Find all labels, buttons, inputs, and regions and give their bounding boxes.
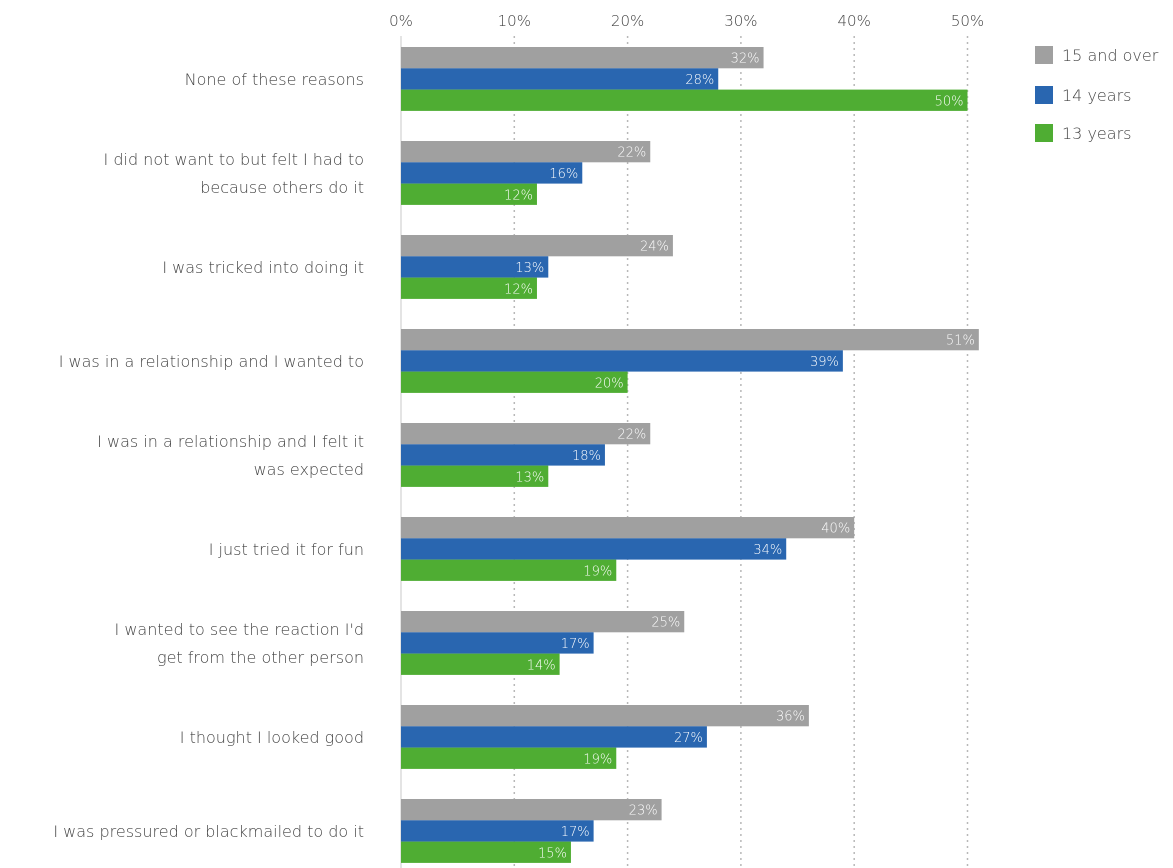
bar-value-label: 27% (674, 731, 703, 746)
bar-value-label: 12% (504, 188, 533, 203)
bar (401, 444, 605, 466)
bar-value-label: 14% (527, 658, 556, 673)
bar (401, 89, 968, 111)
x-tick-label: 40% (838, 12, 871, 30)
bar (401, 538, 787, 560)
category-label: I thought I looked good (180, 728, 364, 747)
x-axis: 0% 10% 20% 30% 40% 50% (389, 12, 984, 30)
bars: 32% 28% 50% 22% 16% 12% 24% 13% 12% 51% 39% 20% 22% 1… (401, 47, 979, 863)
bar-value-label: 13% (515, 470, 544, 485)
bar (401, 726, 707, 748)
bar (401, 517, 855, 539)
bar-value-label: 23% (629, 804, 658, 819)
bar (401, 423, 651, 445)
bar-value-label: 32% (731, 52, 760, 67)
bar-value-label: 19% (583, 752, 612, 767)
bar (401, 256, 549, 278)
bar (401, 141, 651, 163)
x-tick-label: 20% (611, 12, 644, 30)
bar-value-label: 17% (561, 825, 590, 840)
bar-value-label: 20% (595, 376, 624, 391)
bar-value-label: 16% (549, 167, 578, 182)
bar (401, 47, 764, 69)
bar (401, 350, 843, 372)
bar (401, 329, 979, 351)
bar-value-label: 34% (753, 543, 782, 558)
bar-value-label: 40% (821, 522, 850, 537)
category-label: I just tried it for fun (209, 540, 364, 559)
bar-value-label: 39% (810, 355, 839, 370)
bar (401, 799, 662, 821)
bar-value-label: 12% (504, 282, 533, 297)
bar (401, 371, 628, 393)
bar-value-label: 19% (583, 564, 612, 579)
bar (401, 465, 549, 487)
x-tick-label: 10% (498, 12, 531, 30)
bar (401, 162, 583, 184)
bar-value-label: 18% (572, 449, 601, 464)
bar-value-label: 24% (640, 240, 669, 255)
legend-label: 15 and over (1062, 46, 1159, 65)
category-label: I was in a relationship and I wanted to (59, 352, 364, 371)
bar (401, 653, 560, 675)
bar-value-label: 15% (538, 846, 567, 861)
x-tick-label: 30% (724, 12, 757, 30)
bar-value-label: 28% (685, 73, 714, 88)
legend-label: 14 years (1062, 86, 1131, 105)
legend-swatch (1035, 86, 1053, 104)
bar-value-label: 25% (651, 616, 680, 631)
bar-value-label: 22% (617, 428, 646, 443)
legend-label: 13 years (1062, 124, 1131, 143)
category-label: None of these reasons (185, 70, 364, 89)
bar-value-label: 17% (561, 637, 590, 652)
bar-value-label: 51% (946, 334, 975, 349)
bar-value-label: 36% (776, 710, 805, 725)
legend: 15 and over 14 years 13 years (1035, 46, 1159, 143)
bar (401, 235, 673, 257)
category-labels: None of these reasons I did not want to b… (53, 70, 364, 841)
bar (401, 68, 719, 90)
bar (401, 632, 594, 654)
category-label: I did not want to but felt I had to becau… (104, 150, 364, 197)
bar (401, 183, 537, 205)
bar (401, 841, 571, 863)
bar (401, 611, 685, 633)
category-label: I was tricked into doing it (162, 258, 364, 277)
bar-value-label: 22% (617, 146, 646, 161)
bar (401, 820, 594, 842)
bar-value-label: 50% (935, 94, 964, 109)
category-label: I wanted to see the reaction I'd get from… (115, 620, 364, 667)
bar (401, 277, 537, 299)
category-label: I was in a relationship and I felt it was… (97, 432, 364, 479)
bar (401, 747, 617, 769)
category-label: I was pressured or blackmailed to do it (53, 822, 364, 841)
legend-swatch (1035, 46, 1053, 64)
bar (401, 705, 809, 727)
x-tick-label: 50% (951, 12, 984, 30)
bar-value-label: 13% (515, 261, 544, 276)
x-tick-label: 0% (389, 12, 413, 30)
legend-swatch (1035, 124, 1053, 142)
bar (401, 559, 617, 581)
